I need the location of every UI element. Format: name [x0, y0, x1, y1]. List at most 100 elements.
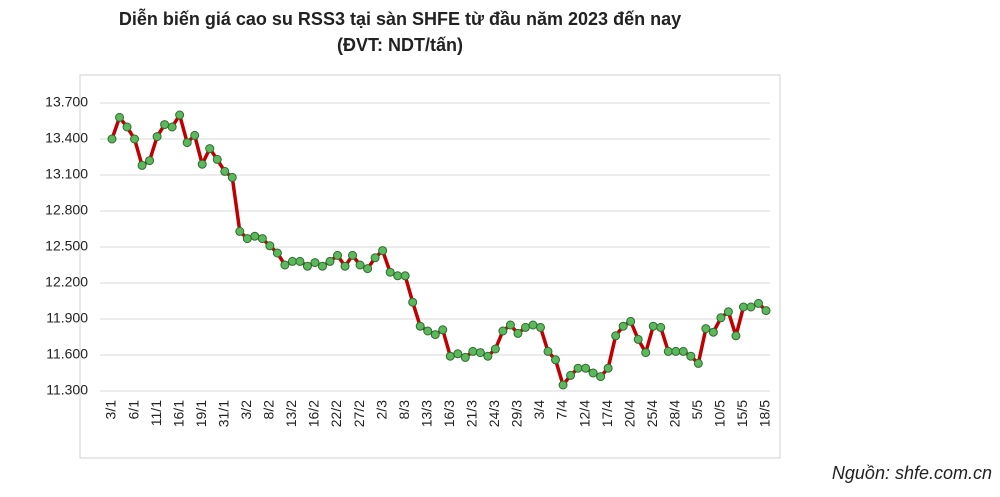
data-point — [280, 260, 290, 270]
y-tick-label: 13.100 — [45, 166, 88, 182]
data-point — [723, 307, 733, 317]
data-point — [611, 331, 621, 341]
data-point — [205, 144, 215, 154]
x-tick-label: 16/2 — [306, 400, 322, 427]
data-point — [130, 134, 140, 144]
x-tick-label: 27/2 — [351, 400, 367, 427]
data-point — [287, 256, 297, 266]
x-tick-label: 13/3 — [418, 400, 434, 427]
data-point — [738, 302, 748, 312]
data-point — [152, 132, 162, 142]
x-tick-label: 18/5 — [757, 400, 773, 427]
data-point — [490, 344, 500, 354]
y-tick-label: 12.500 — [45, 238, 88, 254]
data-point — [596, 372, 606, 382]
data-point — [520, 322, 530, 332]
data-point — [145, 156, 155, 166]
source-note: Nguồn: shfe.com.cn — [832, 463, 992, 483]
data-point — [618, 321, 628, 331]
data-point — [551, 355, 561, 365]
data-point — [716, 313, 726, 323]
data-point — [438, 325, 448, 335]
data-point — [265, 241, 275, 251]
y-tick-label: 11.900 — [46, 310, 88, 326]
chart-subtitle: (ĐVT: NDT/tấn) — [337, 35, 463, 55]
data-point — [220, 166, 230, 176]
x-tick-label: 20/4 — [621, 400, 637, 427]
price-line — [110, 113, 768, 387]
data-point — [513, 328, 523, 338]
data-point — [250, 231, 260, 241]
data-point — [400, 271, 410, 281]
data-point — [160, 120, 170, 130]
x-tick-label: 8/3 — [396, 400, 412, 420]
data-point — [566, 370, 576, 380]
x-tick-label: 21/3 — [464, 400, 480, 427]
data-point — [663, 346, 673, 356]
data-point — [588, 368, 598, 378]
x-tick-label: 7/4 — [554, 400, 570, 420]
y-tick-label: 13.700 — [45, 94, 88, 110]
data-point — [378, 246, 388, 256]
x-tick-label: 16/3 — [441, 400, 457, 427]
x-tick-label: 10/5 — [712, 400, 728, 427]
data-point — [333, 250, 343, 260]
data-point — [317, 261, 327, 271]
data-point — [603, 363, 613, 373]
data-point — [543, 346, 553, 356]
data-point — [227, 172, 237, 182]
data-point — [393, 271, 403, 281]
data-point — [190, 130, 200, 140]
data-point — [348, 250, 358, 260]
x-tick-label: 3/1 — [103, 400, 119, 420]
data-point — [708, 327, 718, 337]
y-tick-label: 13.400 — [45, 130, 88, 146]
data-point — [558, 380, 568, 390]
data-point — [242, 234, 252, 244]
data-point — [693, 358, 703, 368]
data-point — [415, 321, 425, 331]
data-point — [212, 154, 222, 164]
data-point — [295, 256, 305, 266]
data-point — [633, 334, 643, 344]
data-point — [475, 348, 485, 358]
data-point — [483, 351, 493, 361]
data-point — [107, 134, 117, 144]
data-point — [340, 261, 350, 271]
x-tick-label: 11/1 — [148, 400, 164, 426]
chart-title: Diễn biến giá cao su RSS3 tại sàn SHFE t… — [119, 8, 681, 29]
data-point — [423, 326, 433, 336]
data-point — [197, 159, 207, 169]
data-point — [626, 316, 636, 326]
x-tick-label: 13/2 — [283, 400, 299, 427]
data-point — [648, 321, 658, 331]
x-tick-label: 8/2 — [261, 400, 277, 420]
data-point — [671, 346, 681, 356]
data-point — [310, 258, 320, 268]
x-tick-label: 2/3 — [373, 400, 389, 420]
x-tick-label: 24/3 — [486, 400, 502, 427]
data-point — [505, 320, 515, 330]
data-point — [528, 320, 538, 330]
plot-frame — [79, 74, 781, 459]
data-point — [122, 122, 132, 132]
data-point — [370, 253, 380, 263]
data-point — [257, 234, 267, 244]
data-point — [137, 160, 147, 170]
data-point — [753, 298, 763, 308]
x-tick-label: 29/3 — [509, 400, 525, 427]
x-tick-label: 5/5 — [689, 400, 705, 420]
data-point — [408, 297, 418, 307]
data-point — [460, 352, 470, 362]
data-point — [468, 346, 478, 356]
data-point — [363, 264, 373, 274]
x-tick-label: 28/4 — [666, 400, 682, 427]
data-point — [746, 302, 756, 312]
data-point — [581, 363, 591, 373]
data-point — [167, 122, 177, 132]
data-point — [302, 261, 312, 271]
data-point — [325, 256, 335, 266]
data-point — [656, 322, 666, 332]
